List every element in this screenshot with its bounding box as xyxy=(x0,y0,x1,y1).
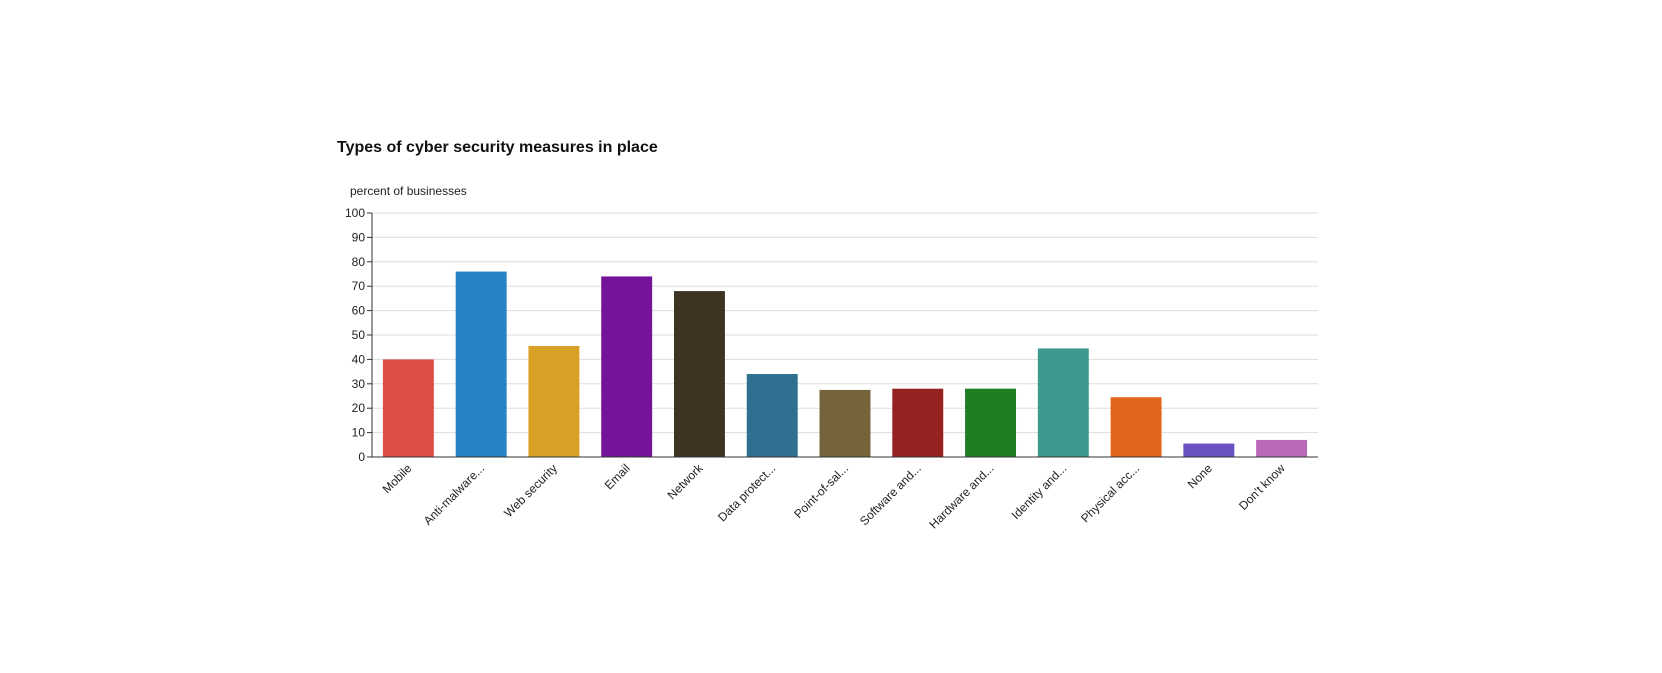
bar xyxy=(1110,397,1162,457)
y-tick-label: 90 xyxy=(352,230,366,244)
x-tick-label: Hardware and... xyxy=(926,461,996,531)
bar xyxy=(1037,348,1089,457)
x-tick-label: Identity and... xyxy=(1009,461,1070,522)
bar xyxy=(528,345,580,457)
x-tick-label: Web security xyxy=(501,461,560,520)
bar xyxy=(965,388,1017,457)
y-axis-ticks: 0 10 20 30 40 50 60 70 80 90 100 xyxy=(345,206,372,464)
x-tick-label: None xyxy=(1185,461,1215,491)
x-tick-label: Physical acc... xyxy=(1078,461,1142,525)
x-tick-label: Mobile xyxy=(380,461,415,496)
y-tick-label: 80 xyxy=(352,255,366,269)
y-tick-label: 60 xyxy=(352,304,366,318)
bars xyxy=(382,271,1308,457)
x-tick-label: Network xyxy=(665,461,707,503)
y-tick-label: 100 xyxy=(345,206,365,220)
x-tick-label: Software and... xyxy=(857,461,924,528)
bar xyxy=(601,276,653,457)
x-tick-label: Email xyxy=(602,461,633,492)
y-tick-label: 20 xyxy=(352,401,366,415)
bar xyxy=(746,374,798,457)
bar xyxy=(455,271,507,457)
y-tick-label: 40 xyxy=(352,352,366,366)
y-tick-label: 0 xyxy=(358,450,365,464)
bar xyxy=(673,291,725,457)
y-axis-label: percent of businesses xyxy=(350,184,467,198)
x-tick-label: Anti-malware... xyxy=(421,461,487,527)
x-tick-label: Data protect... xyxy=(715,461,778,524)
bar xyxy=(892,388,944,457)
y-tick-label: 50 xyxy=(352,328,366,342)
bar xyxy=(382,359,434,457)
y-tick-label: 70 xyxy=(352,279,366,293)
y-tick-label: 10 xyxy=(352,426,366,440)
chart-title: Types of cyber security measures in plac… xyxy=(337,139,658,156)
x-axis-ticks: Mobile Anti-malware... Web security Email Ne… xyxy=(380,461,1288,532)
y-tick-label: 30 xyxy=(352,377,366,391)
x-tick-label: Don't know xyxy=(1236,461,1288,513)
x-tick-label: Point-of-sal... xyxy=(791,461,851,521)
bar xyxy=(1256,439,1308,457)
bar xyxy=(1183,443,1235,457)
bar xyxy=(819,389,871,457)
